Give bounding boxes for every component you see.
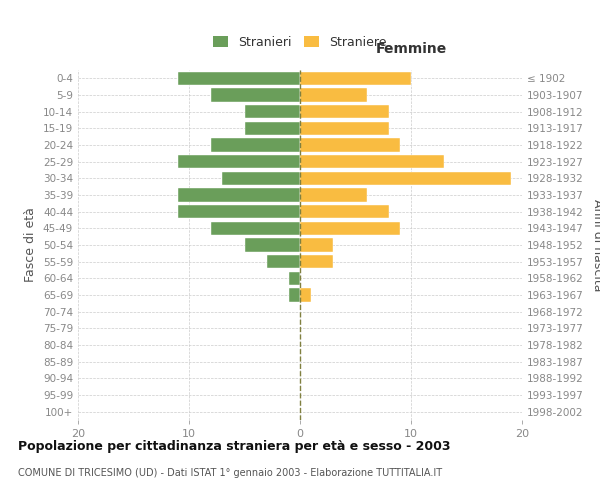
Bar xyxy=(300,105,389,118)
Text: Femmine: Femmine xyxy=(376,42,446,56)
Text: Popolazione per cittadinanza straniera per età e sesso - 2003: Popolazione per cittadinanza straniera p… xyxy=(18,440,451,453)
Bar xyxy=(300,222,400,235)
Bar xyxy=(266,255,300,268)
Bar xyxy=(300,255,334,268)
Bar xyxy=(245,238,300,252)
Bar xyxy=(178,155,300,168)
Bar xyxy=(178,205,300,218)
Bar xyxy=(211,138,300,151)
Bar xyxy=(300,205,389,218)
Bar xyxy=(211,88,300,102)
Bar xyxy=(211,222,300,235)
Y-axis label: Anni di nascita: Anni di nascita xyxy=(592,198,600,291)
Bar xyxy=(289,288,300,302)
Bar xyxy=(178,188,300,202)
Bar xyxy=(222,172,300,185)
Text: COMUNE DI TRICESIMO (UD) - Dati ISTAT 1° gennaio 2003 - Elaborazione TUTTITALIA.: COMUNE DI TRICESIMO (UD) - Dati ISTAT 1°… xyxy=(18,468,442,477)
Bar xyxy=(300,238,334,252)
Y-axis label: Fasce di età: Fasce di età xyxy=(25,208,37,282)
Bar xyxy=(300,172,511,185)
Bar xyxy=(289,272,300,285)
Bar xyxy=(300,155,444,168)
Bar xyxy=(300,138,400,151)
Bar xyxy=(178,72,300,85)
Legend: Stranieri, Straniere: Stranieri, Straniere xyxy=(208,31,392,54)
Bar xyxy=(300,288,311,302)
Bar xyxy=(300,88,367,102)
Bar xyxy=(300,122,389,135)
Bar xyxy=(245,122,300,135)
Bar xyxy=(245,105,300,118)
Bar xyxy=(300,72,411,85)
Bar xyxy=(300,188,367,202)
